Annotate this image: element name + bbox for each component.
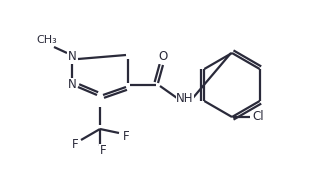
Text: N: N [68,51,76,64]
Text: Cl: Cl [252,111,264,124]
Text: NH: NH [176,92,194,105]
Text: O: O [158,51,168,64]
Text: CH₃: CH₃ [37,35,57,45]
Text: F: F [72,138,78,151]
Text: F: F [123,130,129,143]
Text: N: N [68,78,76,91]
Text: F: F [100,144,106,158]
